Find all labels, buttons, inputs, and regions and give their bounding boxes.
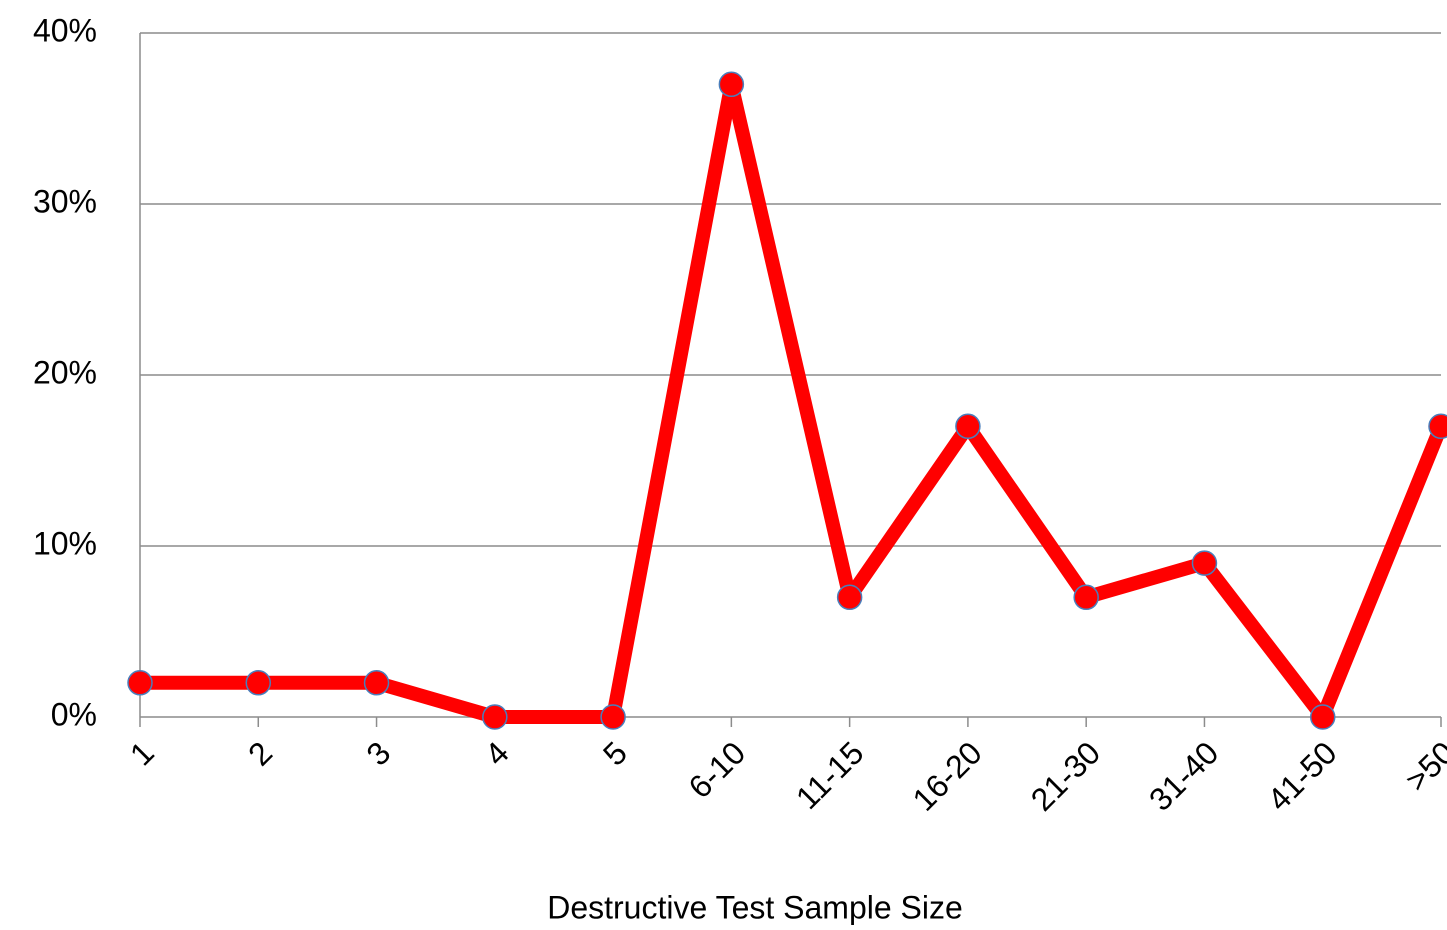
y-tick-label: 10% xyxy=(33,525,97,561)
x-tick-label: 1 xyxy=(123,734,161,772)
x-tick-label: 21-30 xyxy=(1024,734,1107,817)
x-tick-label: 2 xyxy=(241,734,279,772)
x-tick-label: 3 xyxy=(359,734,397,772)
x-axis-title: Destructive Test Sample Size xyxy=(547,889,963,925)
point xyxy=(1191,550,1218,576)
x-tick-label: 11-15 xyxy=(789,734,871,816)
point xyxy=(245,670,272,696)
x-tick-label: 5 xyxy=(596,734,634,772)
series-line xyxy=(140,77,1447,724)
y-tick-label: 40% xyxy=(33,12,97,48)
x-tick-label: 16-20 xyxy=(906,734,989,817)
y-tick-label: 0% xyxy=(51,696,97,732)
x-tick-label: 4 xyxy=(478,734,516,772)
x-tick-label: 6-10 xyxy=(682,734,753,805)
point xyxy=(482,704,508,730)
x-tick-label: 31-40 xyxy=(1142,734,1225,817)
point xyxy=(836,584,863,611)
y-tick-label: 30% xyxy=(33,183,97,219)
point xyxy=(600,704,626,730)
point xyxy=(1073,584,1099,611)
y-tick-label: 20% xyxy=(33,354,97,390)
x-tick-label: 41-50 xyxy=(1260,734,1343,817)
point xyxy=(1309,704,1336,730)
point xyxy=(718,71,745,98)
point xyxy=(955,413,981,440)
point xyxy=(1428,413,1447,440)
x-tick-label: >50 xyxy=(1398,734,1447,798)
point xyxy=(363,670,390,696)
point xyxy=(127,670,153,696)
